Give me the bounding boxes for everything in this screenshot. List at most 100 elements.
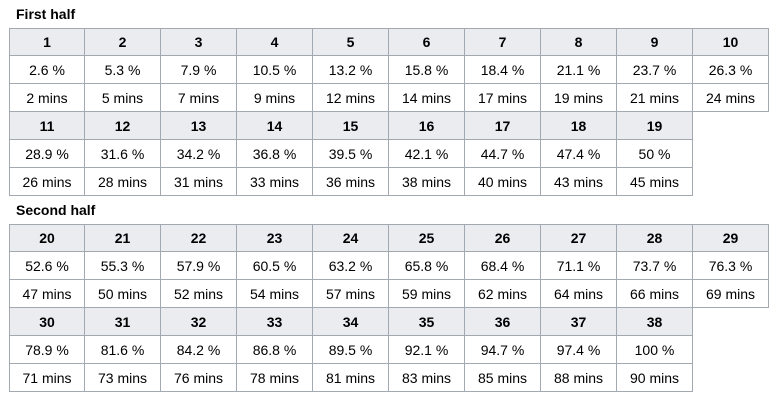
segment-number: 21 (85, 224, 161, 252)
segment-minutes: 83 mins (389, 364, 465, 392)
segment-number: 1 (9, 28, 85, 56)
segment-minutes: 78 mins (237, 364, 313, 392)
segment-minutes: 33 mins (237, 168, 313, 196)
segment-percent: 78.9 % (9, 336, 85, 364)
segment-percent: 7.9 % (161, 56, 237, 84)
empty-cell (693, 112, 769, 140)
segment-number: 6 (389, 28, 465, 56)
segment-minutes: 57 mins (313, 280, 389, 308)
segment-number: 34 (313, 308, 389, 336)
segment-number: 35 (389, 308, 465, 336)
segment-number: 27 (541, 224, 617, 252)
segment-minutes: 12 mins (313, 84, 389, 112)
segment-percent: 21.1 % (541, 56, 617, 84)
segment-percent: 84.2 % (161, 336, 237, 364)
segment-number: 25 (389, 224, 465, 252)
segment-number: 38 (617, 308, 693, 336)
segment-percent: 76.3 % (693, 252, 769, 280)
segment-number: 5 (313, 28, 389, 56)
segment-number: 2 (85, 28, 161, 56)
segment-percent: 39.5 % (313, 140, 389, 168)
empty-cell (693, 140, 769, 168)
segment-minutes: 19 mins (541, 84, 617, 112)
segment-minutes: 54 mins (237, 280, 313, 308)
segment-percent: 2.6 % (9, 56, 85, 84)
segment-percent: 71.1 % (541, 252, 617, 280)
empty-cell (693, 308, 769, 336)
segment-number: 32 (161, 308, 237, 336)
segment-number: 3 (161, 28, 237, 56)
segment-percent: 44.7 % (465, 140, 541, 168)
segment-percent: 26.3 % (693, 56, 769, 84)
segment-number: 22 (161, 224, 237, 252)
second-half-title: Second half (16, 202, 96, 218)
segment-number: 4 (237, 28, 313, 56)
empty-cell (693, 168, 769, 196)
segment-number: 18 (541, 112, 617, 140)
segment-percent: 57.9 % (161, 252, 237, 280)
segment-number: 29 (693, 224, 769, 252)
segment-minutes: 66 mins (617, 280, 693, 308)
segment-minutes: 40 mins (465, 168, 541, 196)
empty-cell (693, 336, 769, 364)
segment-minutes: 9 mins (237, 84, 313, 112)
segment-percent: 31.6 % (85, 140, 161, 168)
segment-percent: 42.1 % (389, 140, 465, 168)
segment-minutes: 21 mins (617, 84, 693, 112)
segment-percent: 86.8 % (237, 336, 313, 364)
segment-number: 33 (237, 308, 313, 336)
segment-percent: 92.1 % (389, 336, 465, 364)
segment-percent: 50 % (617, 140, 693, 168)
segment-number: 16 (389, 112, 465, 140)
segment-number: 19 (617, 112, 693, 140)
segment-minutes: 76 mins (161, 364, 237, 392)
segment-percent: 10.5 % (237, 56, 313, 84)
segment-number: 12 (85, 112, 161, 140)
segment-minutes: 45 mins (617, 168, 693, 196)
segment-number: 9 (617, 28, 693, 56)
segment-number: 31 (85, 308, 161, 336)
first-half-table: 1 2 3 4 5 6 7 8 9 10 2.6 % 5.3 % 7.9 % 10.5 % 13.2 % 15… (9, 28, 769, 196)
segment-minutes: 85 mins (465, 364, 541, 392)
segment-minutes: 28 mins (85, 168, 161, 196)
segment-percent: 13.2 % (313, 56, 389, 84)
segment-minutes: 69 mins (693, 280, 769, 308)
segment-number: 26 (465, 224, 541, 252)
segment-minutes: 2 mins (9, 84, 85, 112)
segment-number: 37 (541, 308, 617, 336)
segment-percent: 18.4 % (465, 56, 541, 84)
segment-percent: 15.8 % (389, 56, 465, 84)
segment-minutes: 50 mins (85, 280, 161, 308)
segment-number: 15 (313, 112, 389, 140)
segment-minutes: 5 mins (85, 84, 161, 112)
segment-number: 17 (465, 112, 541, 140)
segment-percent: 34.2 % (161, 140, 237, 168)
segment-percent: 63.2 % (313, 252, 389, 280)
segment-minutes: 7 mins (161, 84, 237, 112)
segment-minutes: 52 mins (161, 280, 237, 308)
first-half-title: First half (16, 6, 76, 22)
segment-number: 24 (313, 224, 389, 252)
segment-percent: 5.3 % (85, 56, 161, 84)
second-half-table: 20 21 22 23 24 25 26 27 28 29 52.6 % 55.3 % 57.9 % 60… (9, 224, 769, 392)
segment-minutes: 24 mins (693, 84, 769, 112)
segment-minutes: 26 mins (9, 168, 85, 196)
segment-percent: 28.9 % (9, 140, 85, 168)
segment-minutes: 47 mins (9, 280, 85, 308)
segment-percent: 94.7 % (465, 336, 541, 364)
segment-number: 11 (9, 112, 85, 140)
segment-percent: 65.8 % (389, 252, 465, 280)
segment-minutes: 59 mins (389, 280, 465, 308)
segment-minutes: 17 mins (465, 84, 541, 112)
segment-percent: 81.6 % (85, 336, 161, 364)
segment-minutes: 73 mins (85, 364, 161, 392)
segment-minutes: 36 mins (313, 168, 389, 196)
segment-percent: 60.5 % (237, 252, 313, 280)
segment-number: 8 (541, 28, 617, 56)
segment-number: 14 (237, 112, 313, 140)
segment-percent: 52.6 % (9, 252, 85, 280)
segment-number: 20 (9, 224, 85, 252)
segment-percent: 36.8 % (237, 140, 313, 168)
segment-number: 23 (237, 224, 313, 252)
segment-minutes: 43 mins (541, 168, 617, 196)
